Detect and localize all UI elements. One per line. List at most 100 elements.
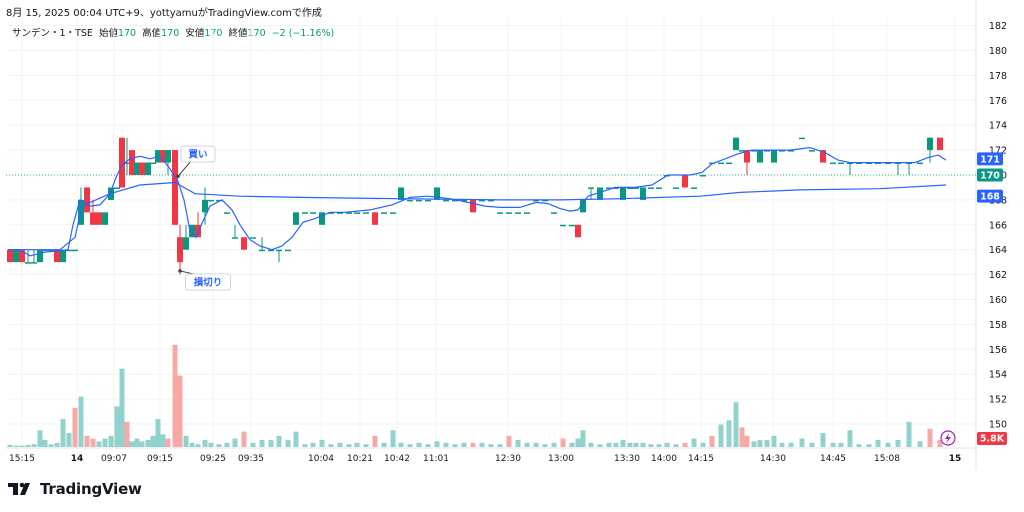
chart-widgets [940,430,956,446]
candle-up [673,187,679,189]
volume-bar [515,440,521,447]
time-tick-label: 14:30 [760,454,786,464]
candle-down [119,137,125,188]
volume-bar [114,406,120,447]
price-tick-label: 152 [989,395,1007,406]
candle-down [177,237,183,263]
candle-up [648,187,654,189]
volume-bar [856,444,862,447]
volume-bar [363,444,369,447]
volume-bar [733,402,739,447]
candle-up [656,187,662,189]
candle-down [90,212,96,225]
candle-up [310,212,316,214]
candle-up [48,249,54,252]
price-tick-label: 180 [989,46,1007,57]
candle-up [691,187,697,189]
volume-bar [751,441,757,447]
price-tick-label: 164 [989,245,1007,256]
volume-bar [620,440,626,447]
volume-bar [757,440,763,447]
candle-up [866,162,872,165]
candle-up [224,212,230,214]
volume-bar [488,444,494,447]
volume-bar [354,442,360,447]
volume-bar [606,442,612,447]
volume-bar [407,444,413,447]
volume-bar [139,441,145,447]
legend-close-label: 終値 [228,28,248,39]
volume-bar [129,441,135,447]
price-tag-label: 170 [980,171,1000,182]
legend-open-label: 始値 [98,28,118,39]
candle-up [488,199,494,202]
candle-up [917,162,923,165]
price-tags: 171 170 168 5.8K [977,152,1007,445]
candle-up [633,187,639,189]
volume-bar [764,440,770,447]
candle-down [744,150,750,163]
volume-bar [700,442,706,447]
legend-high-value: 170 [161,28,180,39]
volume-bar [709,435,715,447]
volume-bar [60,419,66,447]
time-tick-label: 09:15 [147,454,173,464]
volume-bar [372,435,378,447]
tradingview-wordmark: TradingView [40,480,142,498]
tradingview-logo-icon [8,482,30,495]
legend-low-label: 安値 [185,28,205,39]
price-tick-label: 150 [989,420,1007,431]
volume-bar [847,430,853,447]
candle-up [838,162,844,165]
candle-up [479,199,485,202]
candle-up [381,212,387,214]
candle-up [700,175,706,177]
volume-bar [54,442,60,447]
candle-down [129,150,135,175]
volume-bar [96,441,102,447]
lightning-icon[interactable] [940,430,956,446]
volume-bars [7,344,943,447]
time-tick-label: 12:30 [495,454,521,464]
candle-up [739,150,745,152]
annotation-anchor [176,174,180,179]
candle-up [302,212,308,214]
candle-up [588,187,594,189]
volume-bar [160,434,166,447]
candle-up [232,237,238,239]
volume-bar [37,430,43,447]
candle-down [470,199,476,213]
candle-up [102,212,108,225]
volume-bar [588,442,594,447]
candle-up [751,150,757,152]
volume-bar [895,440,901,447]
volume-bar [937,440,943,447]
candle-up [799,137,805,140]
volume-bar [202,440,208,447]
volume-bar [633,442,639,447]
volume-bar [183,435,189,447]
volume-bar [551,442,557,447]
candle-up [416,199,422,202]
volume-bar [479,442,485,447]
price-tick-label: 154 [989,370,1007,381]
volume-bar [627,442,633,447]
candle-up [627,187,633,189]
volume-bar [19,445,25,447]
volume-bar [875,440,881,447]
price-tick-label: 172 [989,146,1007,157]
candle-up [733,137,739,151]
volume-bar [42,440,48,447]
time-tick-label: 10:42 [384,454,410,464]
volume-bar [788,442,794,447]
volume-bar [293,431,299,447]
annotation-box [185,273,231,291]
candle-up [443,199,449,202]
legend-symbol[interactable]: サンデン・1・TSE [12,28,93,39]
candle-up [718,162,724,165]
candle-down [96,212,102,225]
candle-up [906,162,912,165]
tradingview-logo[interactable]: TradingView [8,480,142,498]
annotation-label: 買い [188,150,207,161]
